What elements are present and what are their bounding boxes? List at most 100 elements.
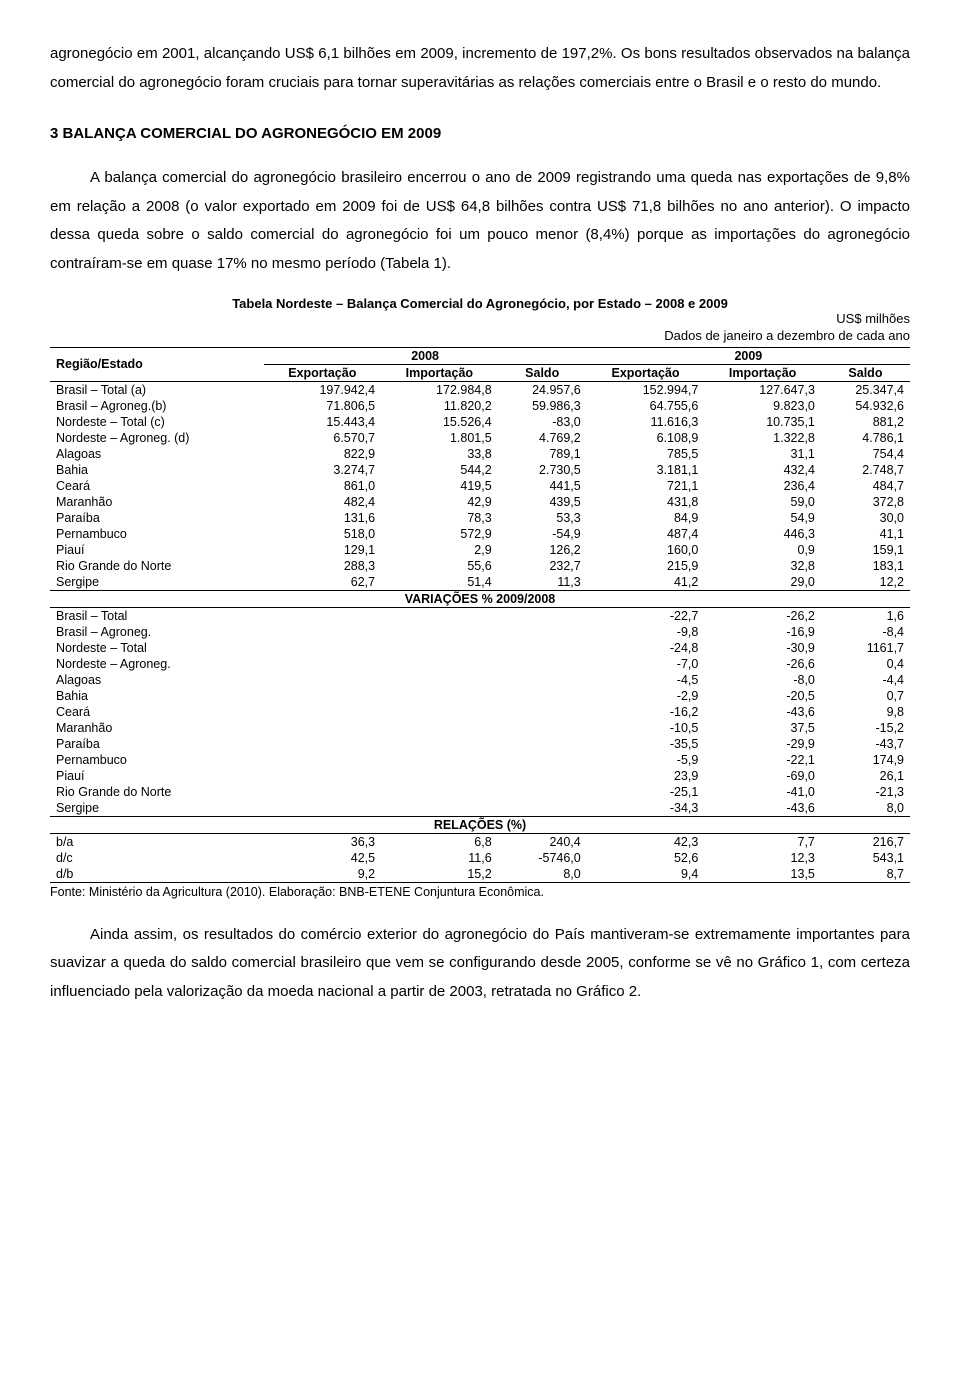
cell: 62,7	[264, 574, 382, 591]
cell: 31,1	[704, 446, 821, 462]
cell: 126,2	[498, 542, 587, 558]
cell: 197.942,4	[264, 381, 382, 398]
cell: 37,5	[704, 720, 821, 736]
cell: 2.730,5	[498, 462, 587, 478]
row-label: Brasil – Agroneg.	[50, 624, 264, 640]
table-row: Piauí129,12,9126,2160,00,9159,1	[50, 542, 910, 558]
cell: 216,7	[821, 833, 910, 850]
row-label: Brasil – Total	[50, 607, 264, 624]
cell: 754,4	[821, 446, 910, 462]
table-row: Alagoas822,933,8789,1785,531,1754,4	[50, 446, 910, 462]
cell: 1.801,5	[381, 430, 498, 446]
table-row: Nordeste – Total (c)15.443,415.526,4-83,…	[50, 414, 910, 430]
table-row: Pernambuco518,0572,9-54,9487,4446,341,1	[50, 526, 910, 542]
cell: -5746,0	[498, 850, 587, 866]
cell: 42,5	[264, 850, 382, 866]
table-row: Ceará861,0419,5441,5721,1236,4484,7	[50, 478, 910, 494]
cell: 15.526,4	[381, 414, 498, 430]
table-row: Maranhão482,442,9439,5431,859,0372,8	[50, 494, 910, 510]
cell: 131,6	[264, 510, 382, 526]
row-label: Nordeste – Total (c)	[50, 414, 264, 430]
row-label: Sergipe	[50, 800, 264, 817]
row-label: b/a	[50, 833, 264, 850]
cell: 129,1	[264, 542, 382, 558]
cell: 29,0	[704, 574, 821, 591]
cell: 236,4	[704, 478, 821, 494]
cell: 288,3	[264, 558, 382, 574]
row-label: Pernambuco	[50, 752, 264, 768]
row-label: Brasil – Agroneg.(b)	[50, 398, 264, 414]
cell: 11.820,2	[381, 398, 498, 414]
cell: 12,2	[821, 574, 910, 591]
cell: 64.755,6	[587, 398, 705, 414]
cell: 0,9	[704, 542, 821, 558]
cell: 54,9	[704, 510, 821, 526]
col-balance-2: Saldo	[821, 364, 910, 381]
row-label: Nordeste – Total	[50, 640, 264, 656]
cell: 59.986,3	[498, 398, 587, 414]
cell: 23,9	[587, 768, 705, 784]
cell: 6.570,7	[264, 430, 382, 446]
table-row: Brasil – Total-22,7-26,21,6	[50, 607, 910, 624]
variations-header: VARIAÇÕES % 2009/2008	[50, 590, 910, 607]
cell: 59,0	[704, 494, 821, 510]
cell: -34,3	[587, 800, 705, 817]
cell: 482,4	[264, 494, 382, 510]
table-row: Brasil – Total (a)197.942,4172.984,824.9…	[50, 381, 910, 398]
row-label: Paraíba	[50, 736, 264, 752]
closing-paragraph: Ainda assim, os resultados do comércio e…	[50, 921, 910, 1007]
table-row: Paraíba-35,5-29,9-43,7	[50, 736, 910, 752]
cell: 215,9	[587, 558, 705, 574]
cell: -43,6	[704, 800, 821, 817]
cell: 6,8	[381, 833, 498, 850]
table-row: Bahia-2,9-20,50,7	[50, 688, 910, 704]
cell: 24.957,6	[498, 381, 587, 398]
cell: 8,7	[821, 866, 910, 883]
cell: -22,7	[587, 607, 705, 624]
cell: 41,1	[821, 526, 910, 542]
cell: -41,0	[704, 784, 821, 800]
cell: -7,0	[587, 656, 705, 672]
table-row: Pernambuco-5,9-22,1174,9	[50, 752, 910, 768]
cell: -25,1	[587, 784, 705, 800]
table-period-note: Dados de janeiro a dezembro de cada ano	[50, 328, 910, 345]
cell: -5,9	[587, 752, 705, 768]
table-row: Alagoas-4,5-8,0-4,4	[50, 672, 910, 688]
table-row: Paraíba131,678,353,384,954,930,0	[50, 510, 910, 526]
cell: 11.616,3	[587, 414, 705, 430]
cell: 42,3	[587, 833, 705, 850]
row-label: Maranhão	[50, 494, 264, 510]
row-label: Nordeste – Agroneg.	[50, 656, 264, 672]
cell: 232,7	[498, 558, 587, 574]
cell: -30,9	[704, 640, 821, 656]
cell: -24,8	[587, 640, 705, 656]
table-row: Piauí23,9-69,026,1	[50, 768, 910, 784]
table-row: Sergipe-34,3-43,68,0	[50, 800, 910, 817]
cell: 172.984,8	[381, 381, 498, 398]
col-import-1: Importação	[381, 364, 498, 381]
cell: 71.806,5	[264, 398, 382, 414]
cell: 372,8	[821, 494, 910, 510]
cell: 721,1	[587, 478, 705, 494]
table-row: d/b9,215,28,09,413,58,7	[50, 866, 910, 883]
table-row: Ceará-16,2-43,69,8	[50, 704, 910, 720]
section-title: 3 BALANÇA COMERCIAL DO AGRONEGÓCIO EM 20…	[50, 125, 910, 142]
row-label: Piauí	[50, 542, 264, 558]
cell: -69,0	[704, 768, 821, 784]
cell: 52,6	[587, 850, 705, 866]
cell: 1.322,8	[704, 430, 821, 446]
table-source: Fonte: Ministério da Agricultura (2010).…	[50, 885, 910, 899]
cell: 8,0	[498, 866, 587, 883]
cell: -10,5	[587, 720, 705, 736]
cell: -15,2	[821, 720, 910, 736]
row-label: Ceará	[50, 478, 264, 494]
cell: 84,9	[587, 510, 705, 526]
table-row: d/c42,511,6-5746,052,612,3543,1	[50, 850, 910, 866]
cell: 36,3	[264, 833, 382, 850]
cell: 446,3	[704, 526, 821, 542]
cell: 10.735,1	[704, 414, 821, 430]
relations-header: RELAÇÕES (%)	[50, 816, 910, 833]
cell: 1,6	[821, 607, 910, 624]
cell: 9.823,0	[704, 398, 821, 414]
balance-table: Região/Estado 2008 2009 Exportação Impor…	[50, 347, 910, 883]
